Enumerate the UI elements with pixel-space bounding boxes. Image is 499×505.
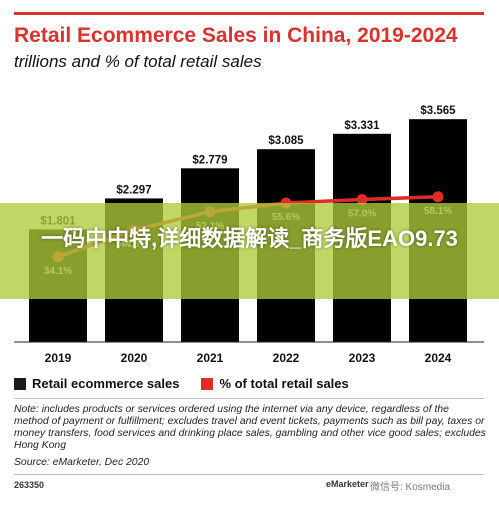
watermark-banner: [0, 203, 499, 299]
legend-swatch-red: [201, 377, 214, 390]
legend-item-retail-share: % of total retail sales: [201, 376, 349, 391]
chart-id: 263350: [14, 480, 45, 490]
title-rule: [14, 12, 484, 15]
chart-source: Source: eMarketer, Dec 2020: [14, 457, 150, 468]
legend: Retail ecommerce sales % of total retail…: [14, 376, 371, 391]
x-tick-2021: 2021: [197, 351, 224, 365]
share-point-2024: [432, 191, 444, 203]
watermark-banner-text: 一码中中特,详细数据解读_商务版EAO9.73: [41, 226, 458, 251]
divider: [14, 398, 484, 399]
footer-divider: [14, 474, 484, 475]
bar-value-label-2020: $2.297: [116, 184, 151, 196]
chart-note: Note: includes products or services orde…: [14, 404, 486, 451]
chart-title: Retail Ecommerce Sales in China, 2019-20…: [14, 24, 458, 47]
legend-swatch-black: [14, 377, 26, 390]
bar-value-label-2021: $2.779: [192, 154, 227, 166]
bar-value-label-2022: $3.085: [268, 135, 304, 147]
x-tick-2022: 2022: [273, 351, 300, 365]
chart-subtitle: trillions and % of total retail sales: [14, 52, 262, 71]
brand-logo-text: eMarketer: [326, 479, 369, 489]
legend-label-retail-share: % of total retail sales: [219, 376, 349, 391]
x-tick-2024: 2024: [425, 351, 452, 365]
x-tick-2023: 2023: [349, 351, 376, 365]
bar-value-label-2024: $3.565: [420, 105, 456, 117]
bar-value-label-2023: $3.331: [344, 120, 380, 132]
share-point-2023: [356, 194, 368, 205]
x-tick-2020: 2020: [121, 351, 148, 365]
wechat-watermark: 微信号: Kosmedia: [370, 482, 451, 493]
x-tick-2019: 2019: [45, 351, 72, 365]
legend-item-ecommerce-sales: Retail ecommerce sales: [14, 376, 179, 391]
legend-label-ecommerce-sales: Retail ecommerce sales: [32, 376, 180, 391]
